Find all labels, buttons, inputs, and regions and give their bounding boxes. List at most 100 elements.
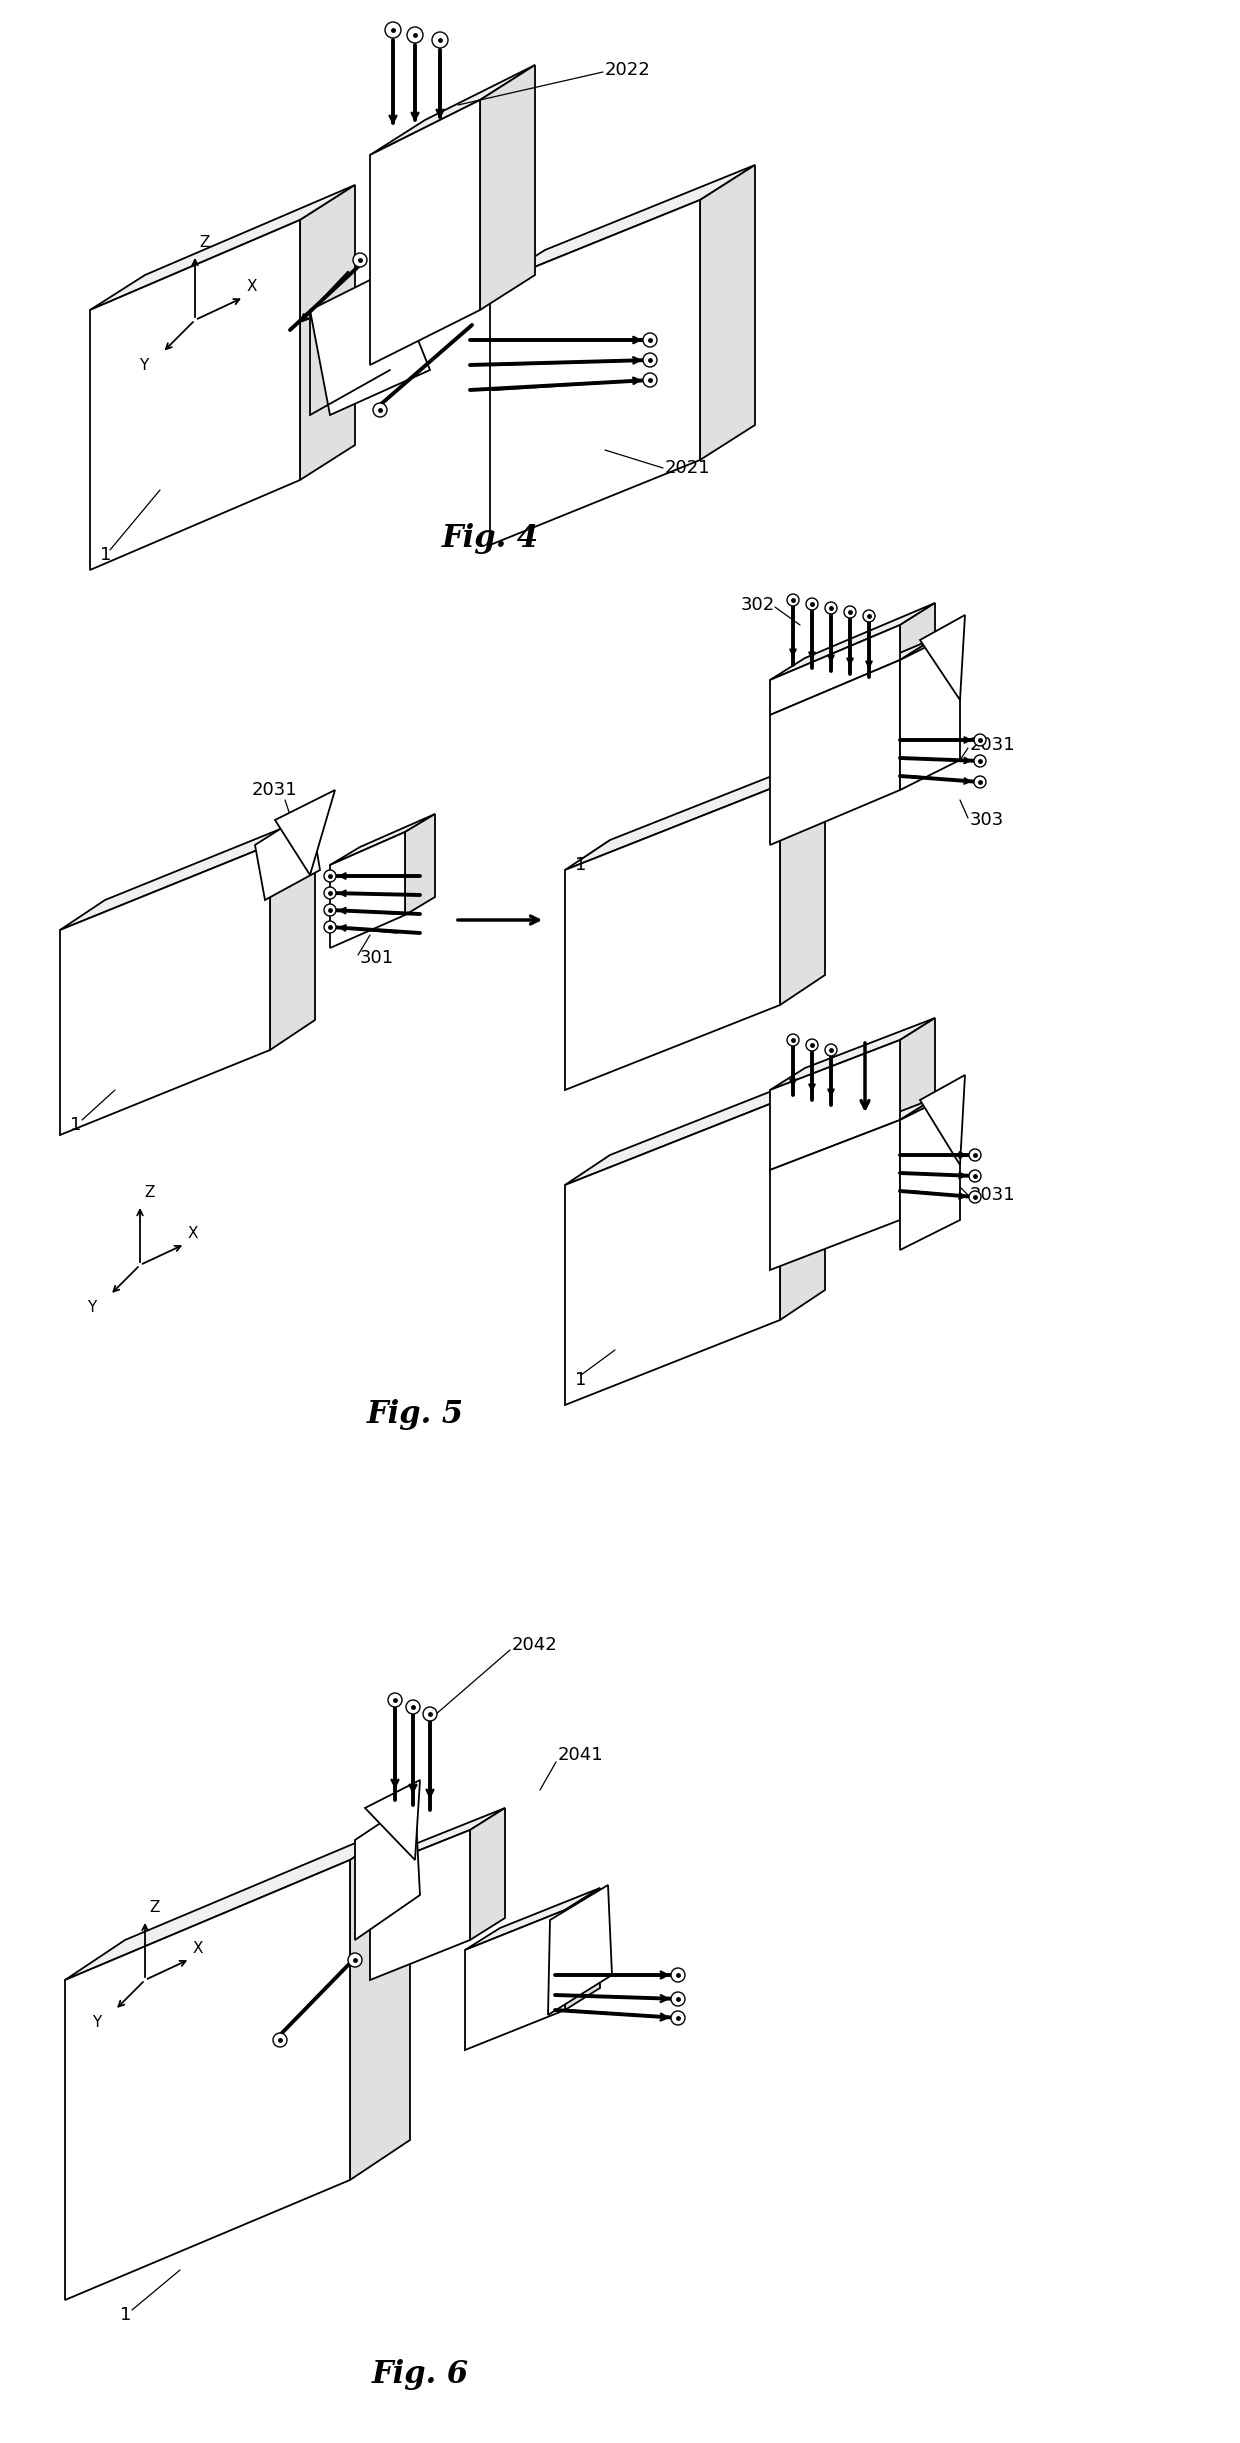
Text: Z: Z — [198, 235, 210, 249]
Polygon shape — [330, 814, 435, 865]
Polygon shape — [270, 816, 315, 1050]
Polygon shape — [64, 1820, 410, 1979]
Circle shape — [407, 27, 423, 44]
Polygon shape — [365, 1781, 420, 1859]
Circle shape — [405, 1700, 420, 1715]
Text: Z: Z — [144, 1185, 154, 1200]
Text: Fig. 5: Fig. 5 — [367, 1400, 464, 1432]
Text: 2041: 2041 — [558, 1747, 604, 1764]
Text: 1: 1 — [575, 1371, 587, 1390]
Circle shape — [324, 870, 336, 882]
Polygon shape — [780, 755, 825, 1004]
Polygon shape — [370, 1808, 505, 1869]
Circle shape — [787, 1033, 799, 1046]
Circle shape — [353, 254, 367, 266]
Polygon shape — [548, 1886, 613, 2015]
Polygon shape — [565, 1888, 600, 2011]
Polygon shape — [370, 1830, 470, 1979]
Polygon shape — [275, 789, 335, 875]
Polygon shape — [350, 1820, 410, 2179]
Text: X: X — [247, 279, 257, 293]
Polygon shape — [330, 833, 405, 948]
Circle shape — [806, 1038, 818, 1050]
Polygon shape — [405, 814, 435, 916]
Polygon shape — [465, 1910, 565, 2050]
Circle shape — [825, 601, 837, 613]
Text: 2031: 2031 — [252, 782, 298, 799]
Text: Y: Y — [92, 2015, 100, 2030]
Polygon shape — [565, 1099, 780, 1405]
Polygon shape — [60, 816, 315, 931]
Polygon shape — [91, 186, 355, 310]
Polygon shape — [370, 100, 480, 364]
Polygon shape — [770, 1041, 900, 1170]
Polygon shape — [480, 66, 534, 310]
Text: Fig. 6: Fig. 6 — [372, 2360, 469, 2392]
Circle shape — [432, 32, 448, 49]
Circle shape — [968, 1170, 981, 1182]
Text: Y: Y — [87, 1300, 95, 1314]
Polygon shape — [770, 1119, 900, 1270]
Text: X: X — [188, 1226, 198, 1241]
Text: 302: 302 — [740, 596, 775, 613]
Circle shape — [973, 755, 986, 767]
Polygon shape — [900, 1090, 960, 1251]
Polygon shape — [565, 1070, 825, 1185]
Polygon shape — [91, 220, 300, 569]
Polygon shape — [470, 1808, 505, 1940]
Circle shape — [806, 599, 818, 611]
Polygon shape — [355, 1800, 420, 1940]
Circle shape — [324, 887, 336, 899]
Polygon shape — [900, 630, 960, 789]
Polygon shape — [920, 1075, 965, 1165]
Circle shape — [273, 2033, 286, 2047]
Polygon shape — [770, 638, 935, 716]
Circle shape — [644, 374, 657, 386]
Text: 2031: 2031 — [970, 735, 1016, 755]
Circle shape — [671, 1969, 684, 1981]
Circle shape — [644, 332, 657, 347]
Circle shape — [968, 1148, 981, 1160]
Polygon shape — [701, 166, 755, 459]
Polygon shape — [770, 625, 900, 716]
Polygon shape — [465, 1888, 600, 1950]
Polygon shape — [565, 755, 825, 870]
Circle shape — [384, 22, 401, 39]
Polygon shape — [900, 603, 935, 660]
Circle shape — [787, 594, 799, 606]
Polygon shape — [770, 660, 900, 845]
Polygon shape — [490, 166, 755, 286]
Polygon shape — [300, 186, 355, 479]
Text: 1: 1 — [575, 855, 587, 875]
Polygon shape — [770, 603, 935, 679]
Circle shape — [423, 1708, 436, 1720]
Text: 301: 301 — [360, 948, 394, 967]
Polygon shape — [490, 200, 701, 545]
Text: Fig. 4: Fig. 4 — [441, 523, 538, 555]
Polygon shape — [60, 845, 270, 1136]
Circle shape — [863, 611, 875, 623]
Polygon shape — [900, 1097, 935, 1219]
Circle shape — [373, 403, 387, 418]
Polygon shape — [64, 1859, 350, 2299]
Text: 2021: 2021 — [665, 459, 711, 476]
Polygon shape — [900, 638, 935, 789]
Text: Y: Y — [139, 357, 149, 371]
Text: 303: 303 — [970, 811, 1004, 828]
Circle shape — [968, 1192, 981, 1202]
Polygon shape — [565, 784, 780, 1090]
Polygon shape — [920, 616, 965, 701]
Text: Z: Z — [149, 1901, 160, 1915]
Circle shape — [671, 2011, 684, 2025]
Circle shape — [388, 1693, 402, 1708]
Text: 1: 1 — [100, 545, 112, 564]
Circle shape — [671, 1991, 684, 2006]
Polygon shape — [370, 66, 534, 154]
Polygon shape — [310, 271, 430, 415]
Text: 2031: 2031 — [970, 1185, 1016, 1204]
Circle shape — [973, 777, 986, 789]
Circle shape — [324, 904, 336, 916]
Polygon shape — [770, 1097, 935, 1170]
Circle shape — [348, 1952, 362, 1967]
Text: 1: 1 — [120, 2306, 131, 2323]
